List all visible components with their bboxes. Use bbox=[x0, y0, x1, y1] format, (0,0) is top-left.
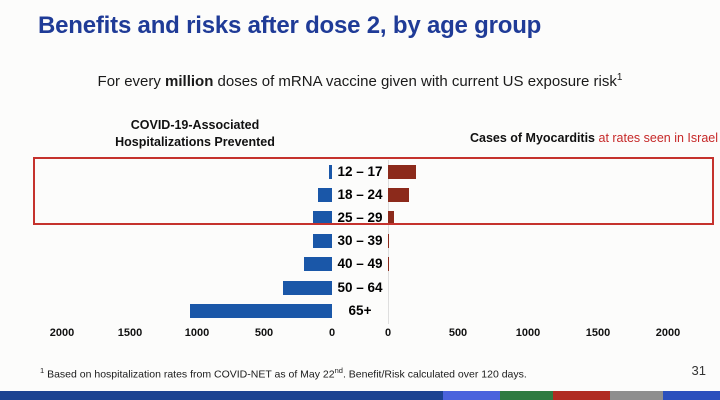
stripe-segment bbox=[610, 391, 663, 400]
slide-title: Benefits and risks after dose 2, by age … bbox=[38, 12, 542, 39]
stripe-segment bbox=[553, 391, 610, 400]
left-header-line1: COVID-19-Associated bbox=[130, 118, 260, 132]
chart-row-18-24: 18 – 24 bbox=[30, 184, 720, 206]
x-axis-tick: 2000 bbox=[655, 327, 681, 339]
myocarditis-cases-bar bbox=[388, 165, 416, 179]
footnote: 1 Based on hospitalization rates from CO… bbox=[40, 366, 527, 381]
subtitle-bold: million bbox=[165, 73, 214, 90]
stripe-segment bbox=[500, 391, 553, 400]
x-axis-tick: 1500 bbox=[117, 327, 143, 339]
hospitalizations-prevented-bar bbox=[283, 281, 332, 295]
hospitalizations-prevented-bar bbox=[317, 188, 332, 202]
subtitle-suffix: doses of mRNA vaccine given with current… bbox=[213, 73, 617, 90]
chart-row-65plus: 65+ bbox=[30, 300, 720, 322]
x-axis-tick: 1000 bbox=[515, 327, 541, 339]
young-age-groups-highlight-box bbox=[33, 157, 714, 225]
footnote-text-2: . Benefit/Risk calculated over 120 days. bbox=[342, 368, 527, 381]
hospitalizations-prevented-bar bbox=[313, 234, 332, 248]
left-column-header: COVID-19-Associated Hospitalizations Pre… bbox=[85, 117, 305, 151]
age-group-label: 18 – 24 bbox=[337, 187, 383, 202]
chart-row-25-29: 25 – 29 bbox=[30, 207, 720, 229]
hospitalizations-prevented-bar bbox=[190, 304, 332, 318]
myocarditis-cases-bar bbox=[388, 211, 394, 225]
right-header-bold: Cases of Myocarditis bbox=[469, 131, 596, 145]
age-group-label: 40 – 49 bbox=[337, 256, 383, 271]
footnote-ordinal-sup: nd bbox=[334, 366, 343, 375]
age-group-label: 25 – 29 bbox=[337, 210, 383, 225]
x-axis-tick: 1000 bbox=[184, 327, 210, 339]
x-axis-tick: 0 bbox=[328, 327, 336, 339]
myocarditis-cases-bar bbox=[388, 234, 389, 248]
subtitle-prefix: For every bbox=[97, 73, 166, 90]
subtitle-footnote-marker: 1 bbox=[616, 72, 623, 83]
x-axis-tick: 0 bbox=[384, 327, 392, 339]
chart-row-12-17: 12 – 17 bbox=[30, 161, 720, 183]
hospitalizations-prevented-bar bbox=[313, 211, 332, 225]
hospitalizations-prevented-bar bbox=[328, 165, 332, 179]
myocarditis-cases-bar bbox=[388, 188, 409, 202]
page-number: 31 bbox=[691, 363, 706, 378]
chart-row-40-49: 40 – 49 bbox=[30, 253, 720, 275]
right-column-header: Cases of Myocarditis at rates seen in Is… bbox=[470, 131, 718, 145]
x-axis-tick: 1500 bbox=[585, 327, 611, 339]
diverging-bar-chart: 12 – 17 18 – 24 25 – 29 30 – 39 40 – 49 … bbox=[30, 160, 720, 350]
footnote-marker: 1 bbox=[40, 366, 45, 375]
slide-subtitle: For every million doses of mRNA vaccine … bbox=[0, 72, 720, 90]
left-header-line2: Hospitalizations Prevented bbox=[115, 134, 275, 149]
chart-row-30-39: 30 – 39 bbox=[30, 230, 720, 252]
footer-color-stripe bbox=[0, 391, 720, 400]
x-axis-tick: 2000 bbox=[49, 327, 75, 339]
myocarditis-cases-bar bbox=[388, 257, 389, 271]
footnote-text-1: Based on hospitalization rates from COVI… bbox=[44, 368, 335, 381]
stripe-segment bbox=[663, 391, 720, 400]
stripe-segment bbox=[0, 391, 443, 400]
stripe-segment bbox=[443, 391, 500, 400]
hospitalizations-prevented-bar bbox=[304, 257, 332, 271]
age-group-label: 65+ bbox=[348, 303, 372, 318]
chart-row-50-64: 50 – 64 bbox=[30, 277, 720, 299]
right-header-red-note: at rates seen in Israel bbox=[595, 131, 718, 145]
x-axis-tick: 500 bbox=[254, 327, 274, 339]
age-group-label: 12 – 17 bbox=[337, 164, 383, 179]
x-axis-tick: 500 bbox=[448, 327, 468, 339]
age-group-label: 50 – 64 bbox=[337, 280, 383, 295]
age-group-label: 30 – 39 bbox=[337, 233, 383, 248]
